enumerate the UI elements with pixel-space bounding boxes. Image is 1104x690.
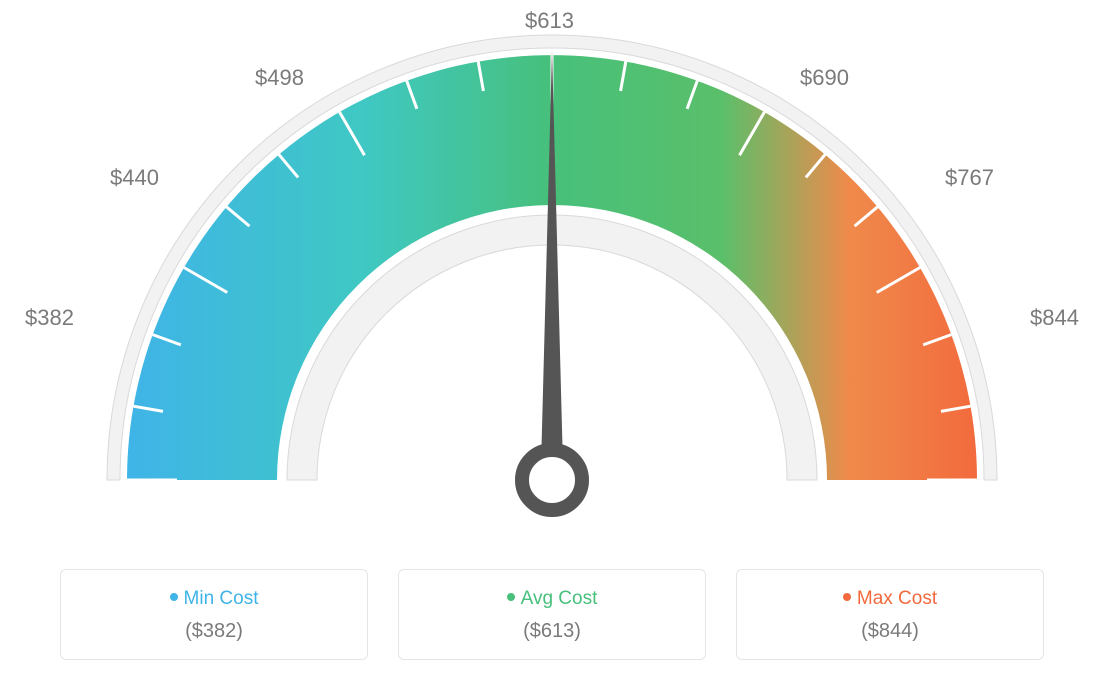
legend-card-max: Max Cost ($844) (736, 569, 1044, 660)
legend-title-avg: Avg Cost (409, 588, 695, 610)
legend-title-max: Max Cost (747, 588, 1033, 610)
legend-card-avg: Avg Cost ($613) (398, 569, 706, 660)
gauge-tick-label: $844 (1030, 305, 1079, 331)
cost-gauge-widget: $382 $440 $498 $613 $690 $767 $844 Min Cost ($… (0, 0, 1104, 690)
legend-card-min: Min Cost ($382) (60, 569, 368, 660)
legend-dot-min (170, 593, 178, 601)
gauge-tick-label: $440 (110, 165, 159, 191)
gauge-tick-label: $382 (25, 305, 74, 331)
gauge-area: $382 $440 $498 $613 $690 $767 $844 (0, 0, 1104, 560)
legend-value-min: ($382) (71, 620, 357, 643)
legend-dot-max (843, 593, 851, 601)
legend-label-min: Min Cost (184, 588, 259, 609)
gauge-tick-label: $498 (255, 65, 304, 91)
legend-label-avg: Avg Cost (521, 588, 598, 609)
legend-dot-avg (507, 593, 515, 601)
legend-label-max: Max Cost (857, 588, 937, 609)
legend-value-max: ($844) (747, 620, 1033, 643)
legend-value-avg: ($613) (409, 620, 695, 643)
legend-title-min: Min Cost (71, 588, 357, 610)
legend-row: Min Cost ($382) Avg Cost ($613) Max Cost… (0, 569, 1104, 660)
gauge-tick-label: $767 (945, 165, 994, 191)
gauge-tick-label: $613 (525, 8, 574, 34)
gauge-tick-label: $690 (800, 65, 849, 91)
gauge-svg (0, 0, 1104, 560)
